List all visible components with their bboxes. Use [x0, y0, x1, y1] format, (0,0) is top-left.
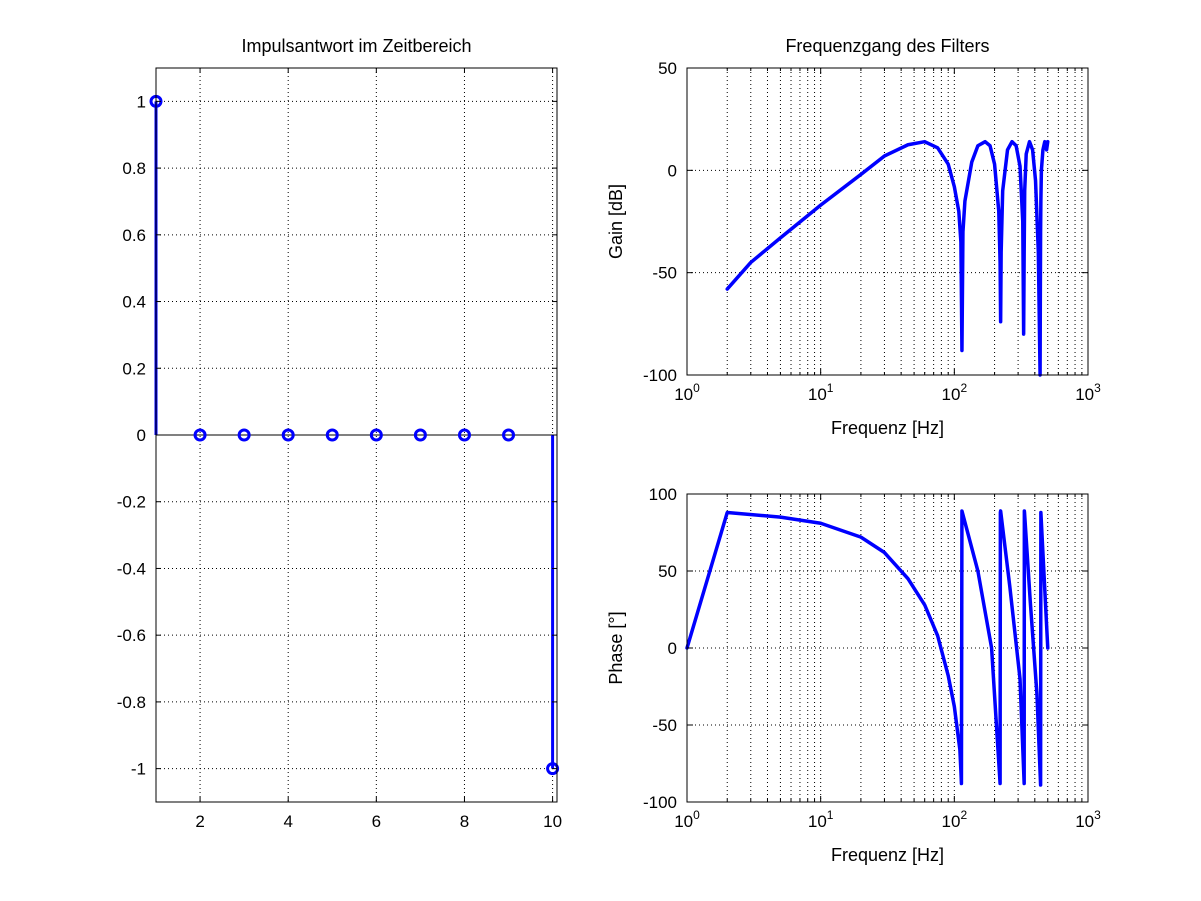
impulse-ytick-label: -1: [131, 760, 146, 779]
gain-xtick-label: 102: [942, 381, 968, 404]
impulse-plot: 2 4 6 8 10 1 0.8 0.6 0.4 0.2 0 -0.2 -0.4 -0.6 -0.8 -1 I…: [117, 36, 562, 831]
gain-ylabel: Gain [dB]: [606, 184, 626, 259]
impulse-ytick-label: -0.8: [117, 693, 146, 712]
phase-grid: [686, 493, 1089, 803]
impulse-title: Impulsantwort im Zeitbereich: [241, 36, 471, 56]
impulse-xtick-label: 10: [543, 812, 562, 831]
gain-xtick-label: 100: [674, 381, 700, 404]
impulse-ticks: 2 4 6 8 10 1 0.8 0.6 0.4 0.2 0 -0.2 -0.4 -0.6 -0.8 -1: [117, 68, 562, 831]
gain-xtick-label: 103: [1075, 381, 1101, 404]
phase-line-group: [685, 509, 1050, 787]
gain-xlabel: Frequenz [Hz]: [831, 418, 944, 438]
impulse-ytick-label: 0.2: [122, 359, 146, 378]
phase-ytick-label: 50: [658, 562, 677, 581]
impulse-stem-marker: [413, 428, 427, 442]
impulse-ytick-label: 1: [137, 92, 146, 111]
gain-axes-background: [687, 68, 1088, 375]
impulse-ytick-label: -0.6: [117, 626, 146, 645]
impulse-stem-marker: [546, 762, 560, 776]
phase-xtick-label: 101: [808, 808, 834, 831]
impulse-ytick-label: 0: [137, 426, 146, 445]
impulse-xtick-label: 2: [195, 812, 204, 831]
impulse-ytick-label: -0.4: [117, 559, 146, 578]
impulse-xtick-label: 6: [372, 812, 381, 831]
gain-title: Frequenzgang des Filters: [785, 36, 989, 56]
phase-xtick-label: 103: [1075, 808, 1101, 831]
impulse-stem-marker: [237, 428, 251, 442]
impulse-ytick-label: 0.4: [122, 293, 146, 312]
gain-plot: 100 101 102 103 50 0 -50 -100 Frequenzgang des …: [606, 36, 1101, 438]
impulse-stem-marker: [457, 428, 471, 442]
gain-ytick-label: 0: [668, 161, 677, 180]
impulse-ytick-label: 0.8: [122, 159, 146, 178]
impulse-stem-marker: [325, 428, 339, 442]
impulse-stem-marker: [369, 428, 383, 442]
gain-line: [725, 139, 1050, 377]
phase-ytick-label: 0: [668, 639, 677, 658]
gain-xtick-label: 101: [808, 381, 834, 404]
phase-ytick-label: -50: [652, 716, 677, 735]
phase-xlabel: Frequenz [Hz]: [831, 845, 944, 865]
phase-xtick-label: 102: [942, 808, 968, 831]
gain-line-group: [725, 139, 1050, 377]
gain-ticks: 100 101 102 103 50 0 -50 -100: [643, 59, 1101, 404]
impulse-stem-marker: [281, 428, 295, 442]
impulse-xtick-label: 4: [283, 812, 292, 831]
impulse-ytick-label: 0.6: [122, 226, 146, 245]
phase-ticks: 100 101 102 103 100 50 0 -50 -100: [643, 485, 1101, 831]
phase-line: [685, 509, 1050, 787]
impulse-stem-marker: [502, 428, 516, 442]
impulse-xtick-label: 8: [460, 812, 469, 831]
gain-axes-frame: [686, 67, 1089, 376]
phase-ytick-label: 100: [649, 485, 677, 504]
phase-xtick-label: 100: [674, 808, 700, 831]
gain-ytick-label: -100: [643, 366, 677, 385]
gain-ytick-label: -50: [652, 264, 677, 283]
impulse-ytick-label: -0.2: [117, 493, 146, 512]
gain-ytick-label: 50: [658, 59, 677, 78]
phase-ylabel: Phase [°]: [606, 611, 626, 684]
phase-ytick-label: -100: [643, 793, 677, 812]
impulse-stem-marker: [193, 428, 207, 442]
